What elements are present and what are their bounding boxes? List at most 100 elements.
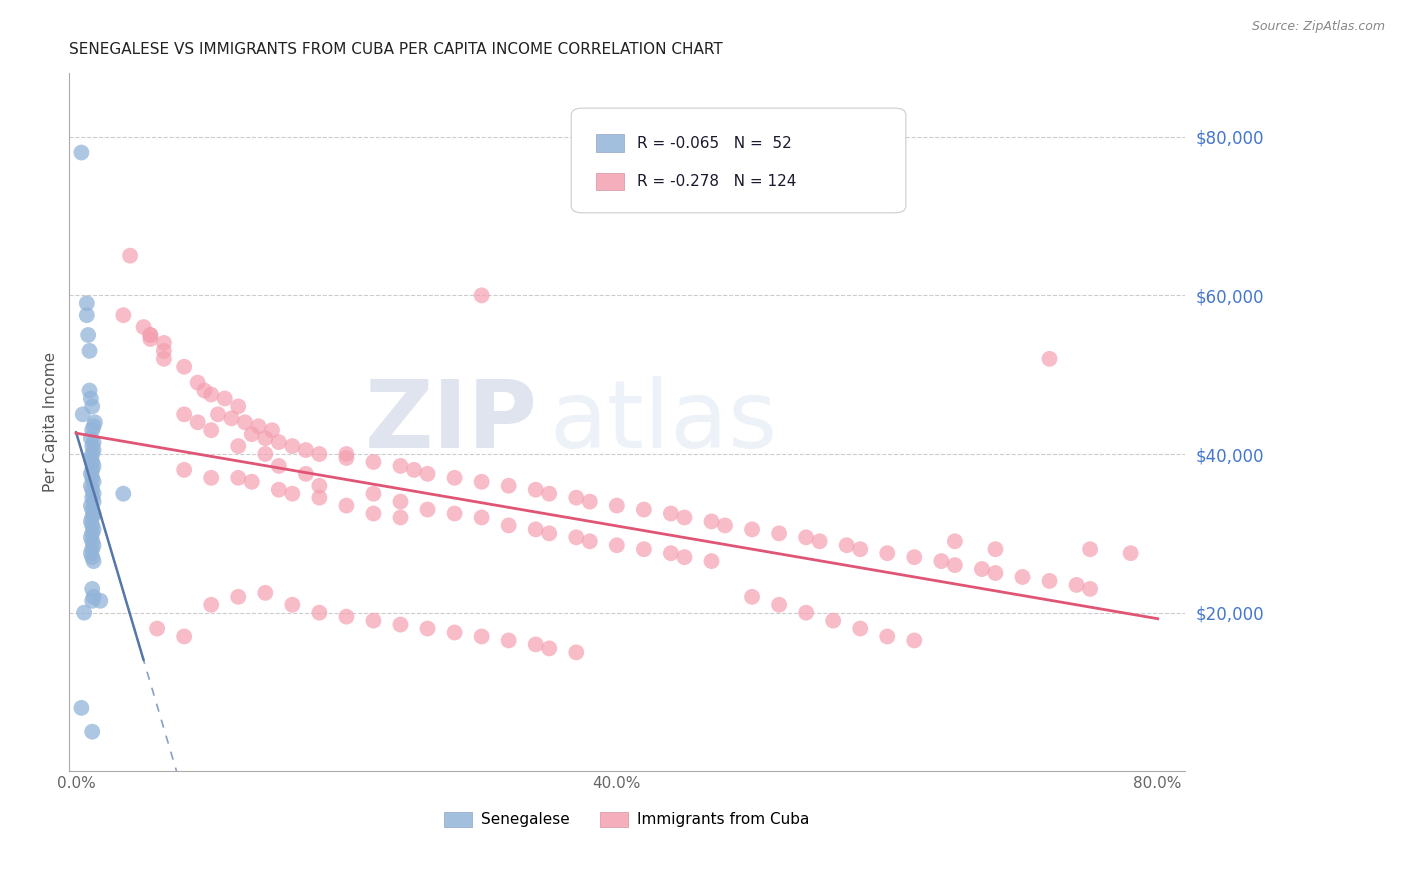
Point: [768, 598, 790, 612]
Point: [82, 455, 104, 469]
Point: [83, 443, 105, 458]
Point: [83, 538, 105, 552]
Point: [538, 526, 561, 541]
Point: [82, 447, 104, 461]
Point: [214, 392, 236, 406]
Text: Source: ZipAtlas.com: Source: ZipAtlas.com: [1251, 20, 1385, 33]
Point: [308, 479, 330, 493]
Point: [82, 534, 104, 549]
Point: [1078, 582, 1101, 596]
Point: [808, 534, 831, 549]
Point: [659, 507, 682, 521]
Point: [82, 491, 104, 505]
Point: [281, 598, 304, 612]
Point: [82, 724, 104, 739]
Point: [200, 387, 222, 401]
Point: [80, 431, 103, 445]
Point: [794, 606, 817, 620]
Point: [363, 507, 385, 521]
Point: [226, 471, 249, 485]
Point: [471, 288, 494, 302]
Point: [308, 606, 330, 620]
Point: [83, 494, 105, 508]
Point: [498, 633, 520, 648]
Point: [498, 479, 520, 493]
Point: [82, 483, 104, 497]
Point: [173, 463, 195, 477]
Point: [295, 443, 318, 458]
Point: [633, 542, 655, 557]
Point: [82, 518, 104, 533]
Point: [146, 622, 169, 636]
Point: [335, 447, 357, 461]
Point: [76, 308, 98, 322]
Point: [416, 467, 439, 481]
Point: [84, 415, 107, 429]
Point: [254, 586, 277, 600]
Point: [931, 554, 953, 568]
Point: [876, 546, 898, 560]
Point: [173, 359, 195, 374]
Point: [83, 590, 105, 604]
Legend: Senegalese, Immigrants from Cuba: Senegalese, Immigrants from Cuba: [439, 805, 815, 833]
Point: [970, 562, 993, 576]
Point: [76, 296, 98, 310]
Point: [700, 515, 723, 529]
Point: [524, 522, 547, 536]
Point: [335, 609, 357, 624]
Point: [295, 467, 318, 481]
Point: [823, 614, 845, 628]
FancyBboxPatch shape: [571, 108, 905, 213]
Point: [79, 343, 101, 358]
Point: [207, 408, 229, 422]
Point: [267, 435, 290, 450]
Point: [200, 423, 222, 437]
Point: [82, 542, 104, 557]
Point: [193, 384, 215, 398]
Point: [80, 515, 103, 529]
Point: [578, 494, 600, 508]
Point: [82, 471, 104, 485]
Point: [80, 499, 103, 513]
Point: [80, 392, 103, 406]
Point: [943, 534, 966, 549]
Point: [226, 590, 249, 604]
Point: [153, 351, 176, 366]
Point: [80, 450, 103, 465]
Point: [83, 486, 105, 500]
Point: [83, 435, 105, 450]
Point: [524, 483, 547, 497]
Point: [700, 554, 723, 568]
Point: [173, 630, 195, 644]
Point: [876, 630, 898, 644]
Point: [240, 427, 263, 442]
Text: ZIP: ZIP: [366, 376, 537, 468]
Point: [112, 308, 135, 322]
Point: [281, 486, 304, 500]
Point: [363, 486, 385, 500]
Point: [120, 249, 142, 263]
Point: [187, 415, 209, 429]
Point: [308, 491, 330, 505]
Point: [389, 617, 412, 632]
Point: [673, 510, 696, 524]
Point: [1119, 546, 1142, 560]
Point: [281, 439, 304, 453]
Point: [82, 594, 104, 608]
Point: [524, 637, 547, 651]
Y-axis label: Per Capita Income: Per Capita Income: [44, 352, 58, 492]
Point: [849, 542, 872, 557]
Point: [633, 502, 655, 516]
Point: [578, 534, 600, 549]
Point: [267, 483, 290, 497]
Point: [363, 455, 385, 469]
Point: [200, 598, 222, 612]
Point: [984, 542, 1007, 557]
Point: [1066, 578, 1088, 592]
Point: [82, 423, 104, 437]
Point: [153, 335, 176, 350]
Point: [226, 439, 249, 453]
Point: [714, 518, 737, 533]
Point: [673, 550, 696, 565]
Point: [363, 614, 385, 628]
